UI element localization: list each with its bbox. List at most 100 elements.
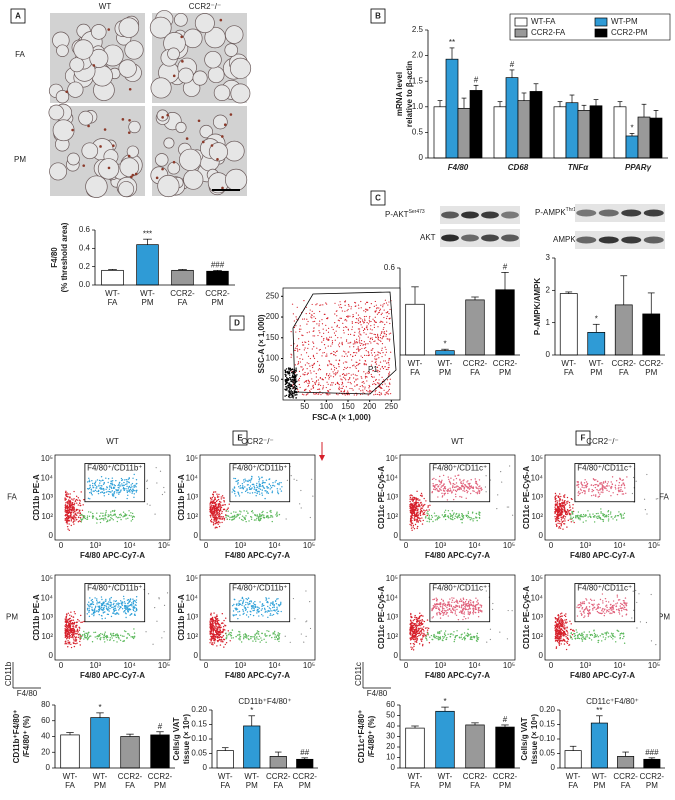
event <box>308 331 310 333</box>
event <box>258 493 261 495</box>
event <box>389 308 391 311</box>
event <box>457 485 459 488</box>
event <box>378 374 381 376</box>
band <box>441 234 459 242</box>
event <box>459 516 461 519</box>
y-tick-label: 0 <box>551 763 556 772</box>
event <box>346 339 348 341</box>
event <box>131 512 134 515</box>
event <box>257 516 260 518</box>
y-tick-label: 10² <box>41 632 53 641</box>
event <box>293 320 295 322</box>
event <box>70 511 73 514</box>
event <box>97 606 100 608</box>
event <box>377 354 379 356</box>
event <box>357 347 359 350</box>
event <box>275 609 278 611</box>
event <box>353 334 355 336</box>
event <box>410 494 412 496</box>
event <box>316 303 318 305</box>
event <box>116 520 119 523</box>
event <box>313 346 315 348</box>
panel-letter-box <box>370 8 386 24</box>
bar <box>405 303 425 356</box>
event <box>424 510 426 512</box>
event <box>410 646 412 648</box>
event <box>360 334 362 336</box>
event <box>108 601 110 603</box>
plot-frame <box>282 287 401 401</box>
event <box>251 487 253 489</box>
event <box>70 504 73 507</box>
event <box>221 613 224 615</box>
event <box>416 511 418 513</box>
event <box>272 603 274 606</box>
event <box>249 485 252 487</box>
panel-letter-box <box>10 8 26 24</box>
event <box>347 390 349 392</box>
event <box>368 319 370 321</box>
event <box>307 347 309 349</box>
event <box>245 603 247 606</box>
event <box>346 320 348 322</box>
event <box>429 636 431 638</box>
event <box>437 486 439 488</box>
flow-frame <box>199 454 316 541</box>
event <box>327 383 329 385</box>
cell-outline <box>89 48 109 68</box>
event <box>467 515 470 517</box>
event <box>113 486 115 488</box>
y-tick-label: 80 <box>41 700 50 709</box>
event <box>71 633 73 636</box>
event <box>342 373 345 375</box>
event <box>434 488 436 490</box>
event <box>434 515 436 517</box>
event <box>91 602 93 605</box>
event <box>267 487 270 489</box>
event <box>328 360 330 362</box>
event <box>310 372 312 374</box>
event <box>416 621 418 623</box>
event <box>92 512 94 515</box>
event <box>442 488 445 490</box>
event <box>106 608 108 610</box>
event <box>265 516 268 518</box>
event <box>469 637 472 639</box>
gate <box>84 583 146 623</box>
event <box>284 395 286 397</box>
event <box>319 377 322 379</box>
event <box>82 514 84 517</box>
event <box>133 496 135 499</box>
event <box>258 481 260 483</box>
event <box>292 395 295 397</box>
event <box>135 479 138 481</box>
event <box>388 313 390 315</box>
event <box>469 492 472 495</box>
event <box>349 354 352 356</box>
event <box>120 634 122 637</box>
event <box>106 635 109 637</box>
event <box>412 512 414 514</box>
event <box>217 513 219 515</box>
event <box>263 638 265 641</box>
event <box>127 599 130 601</box>
y-tick-label: 30 <box>386 732 395 741</box>
event <box>306 352 308 354</box>
x-tick-label: 10⁵ <box>303 541 315 550</box>
event <box>64 498 66 500</box>
event <box>125 630 127 633</box>
x-tick-label: 10⁵ <box>503 541 515 550</box>
event <box>77 631 79 633</box>
event <box>423 633 425 636</box>
y-tick-label: 0.05 <box>539 749 555 758</box>
stain <box>223 123 227 126</box>
event <box>360 355 362 357</box>
event <box>449 633 452 635</box>
event <box>276 488 279 490</box>
event <box>213 629 216 631</box>
band <box>481 234 499 242</box>
event <box>310 388 312 390</box>
event <box>384 333 386 335</box>
event <box>303 394 305 396</box>
event <box>69 504 71 507</box>
